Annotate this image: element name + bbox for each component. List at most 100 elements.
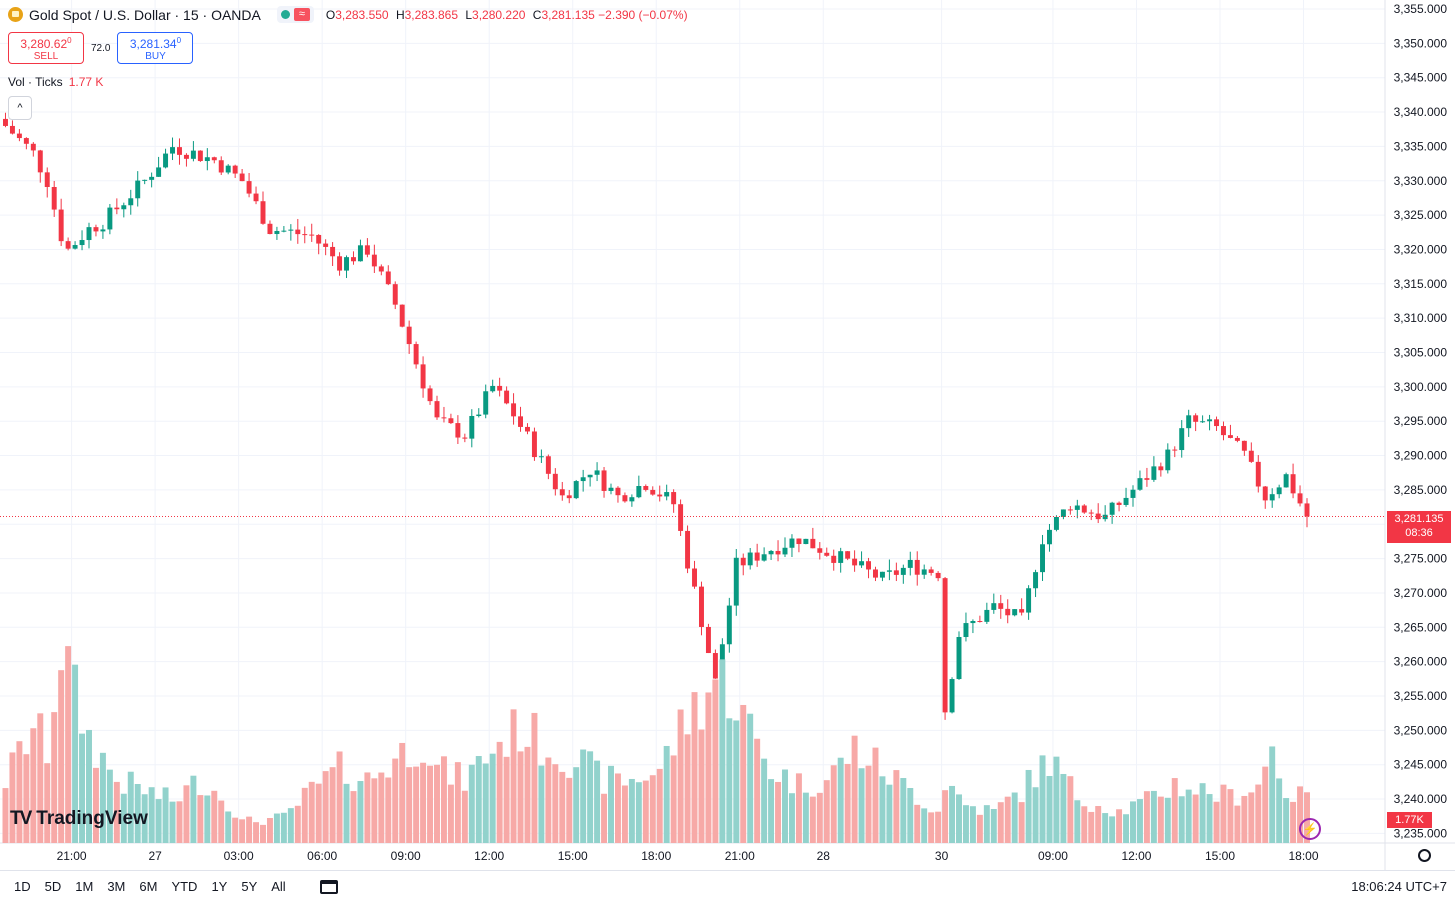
candle-body[interactable]	[469, 415, 475, 439]
timeframe-1y[interactable]: 1Y	[211, 879, 228, 894]
candle-body[interactable]	[364, 245, 370, 255]
candle-body[interactable]	[998, 603, 1004, 609]
candle-body[interactable]	[699, 586, 704, 627]
candle-body[interactable]	[295, 229, 301, 235]
timeframe-6m[interactable]: 6M	[139, 879, 158, 894]
candle-body[interactable]	[685, 530, 691, 569]
candle-body[interactable]	[921, 569, 927, 575]
candle-body[interactable]	[531, 431, 537, 458]
candle-body[interactable]	[1047, 529, 1052, 545]
candle-body[interactable]	[281, 230, 287, 232]
candle-body[interactable]	[441, 417, 447, 419]
candle-body[interactable]	[1109, 502, 1115, 515]
candle-body[interactable]	[344, 257, 349, 271]
timeframe-5d[interactable]: 5D	[44, 879, 62, 894]
candle-body[interactable]	[900, 567, 906, 575]
candle-body[interactable]	[775, 550, 781, 555]
candle-body[interactable]	[657, 494, 663, 497]
candle-body[interactable]	[789, 538, 795, 548]
calendar-icon[interactable]	[319, 879, 338, 894]
candle-body[interactable]	[9, 125, 15, 134]
candle-body[interactable]	[852, 558, 858, 566]
candle-body[interactable]	[838, 551, 844, 563]
candle-body[interactable]	[288, 229, 294, 231]
candle-body[interactable]	[552, 473, 558, 490]
collapse-chevron-up-icon[interactable]: ^	[8, 96, 32, 120]
candle-body[interactable]	[740, 557, 746, 566]
candle-body[interactable]	[935, 572, 941, 579]
candle-body[interactable]	[566, 495, 572, 499]
candle-body[interactable]	[761, 554, 767, 561]
candle-body[interactable]	[190, 150, 196, 159]
candle-body[interactable]	[448, 418, 454, 424]
candle-body[interactable]	[44, 172, 50, 188]
candle-body[interactable]	[1033, 572, 1039, 589]
candle-body[interactable]	[121, 205, 127, 210]
candle-body[interactable]	[1207, 419, 1213, 422]
candle-body[interactable]	[768, 550, 774, 555]
timeframe-5y[interactable]: 5Y	[241, 879, 258, 894]
candle-body[interactable]	[810, 538, 816, 549]
candle-body[interactable]	[845, 551, 851, 559]
candle-body[interactable]	[1081, 505, 1087, 513]
candle-body[interactable]	[72, 245, 78, 249]
buy-button[interactable]: 3,281.340 BUY	[117, 32, 194, 64]
candle-body[interactable]	[573, 481, 579, 499]
candle-body[interactable]	[37, 150, 43, 173]
candle-body[interactable]	[114, 207, 120, 210]
candle-body[interactable]	[1276, 487, 1282, 495]
candle-body[interactable]	[963, 623, 969, 638]
candle-body[interactable]	[859, 561, 865, 566]
candle-body[interactable]	[218, 160, 224, 173]
candle-body[interactable]	[183, 154, 189, 159]
candle-body[interactable]	[302, 234, 308, 236]
candle-body[interactable]	[977, 620, 983, 622]
candle-body[interactable]	[1172, 449, 1178, 451]
candle-body[interactable]	[204, 157, 210, 162]
candle-body[interactable]	[594, 470, 600, 475]
candle-body[interactable]	[664, 492, 670, 497]
candle-body[interactable]	[316, 234, 322, 244]
candle-body[interactable]	[323, 243, 329, 247]
candle-body[interactable]	[497, 385, 503, 391]
candle-body[interactable]	[1130, 489, 1136, 498]
candle-body[interactable]	[337, 256, 343, 271]
candle-body[interactable]	[622, 495, 628, 502]
candle-body[interactable]	[1088, 512, 1094, 514]
candle-body[interactable]	[156, 167, 162, 177]
candle-body[interactable]	[1005, 608, 1011, 616]
candle-body[interactable]	[30, 143, 36, 151]
candle-body[interactable]	[1241, 440, 1247, 451]
candlestick-chart[interactable]: 3,355.000 3,350.000 3,345.000 3,340.000 3,33…	[0, 0, 1455, 870]
candle-body[interactable]	[601, 470, 607, 491]
candle-body[interactable]	[511, 403, 517, 417]
sell-button[interactable]: 3,280.620 SELL	[8, 32, 84, 64]
candle-body[interactable]	[490, 385, 496, 392]
candle-body[interactable]	[462, 437, 468, 439]
candle-body[interactable]	[197, 150, 203, 162]
candle-body[interactable]	[86, 227, 92, 241]
candle-body[interactable]	[559, 489, 565, 496]
lightning-icon[interactable]: ⚡	[1299, 818, 1321, 840]
candle-body[interactable]	[1234, 437, 1240, 441]
candle-body[interactable]	[149, 176, 155, 180]
candle-body[interactable]	[1227, 435, 1233, 438]
timeframe-1m[interactable]: 1M	[75, 879, 94, 894]
candle-body[interactable]	[1214, 419, 1219, 427]
candle-body[interactable]	[100, 229, 106, 232]
candle-body[interactable]	[378, 266, 384, 272]
candle-body[interactable]	[650, 489, 656, 495]
candle-body[interactable]	[1040, 544, 1045, 573]
candle-body[interactable]	[274, 230, 280, 235]
candle-body[interactable]	[914, 559, 920, 575]
candle-body[interactable]	[1067, 509, 1073, 511]
candle-body[interactable]	[636, 486, 642, 498]
candle-body[interactable]	[615, 487, 621, 496]
candle-body[interactable]	[705, 626, 711, 654]
candle-body[interactable]	[1144, 478, 1150, 480]
timeframe-1d[interactable]: 1D	[14, 879, 31, 894]
candle-body[interactable]	[1026, 588, 1032, 613]
candle-body[interactable]	[782, 547, 788, 555]
candle-body[interactable]	[817, 548, 823, 553]
candle-body[interactable]	[246, 181, 252, 194]
